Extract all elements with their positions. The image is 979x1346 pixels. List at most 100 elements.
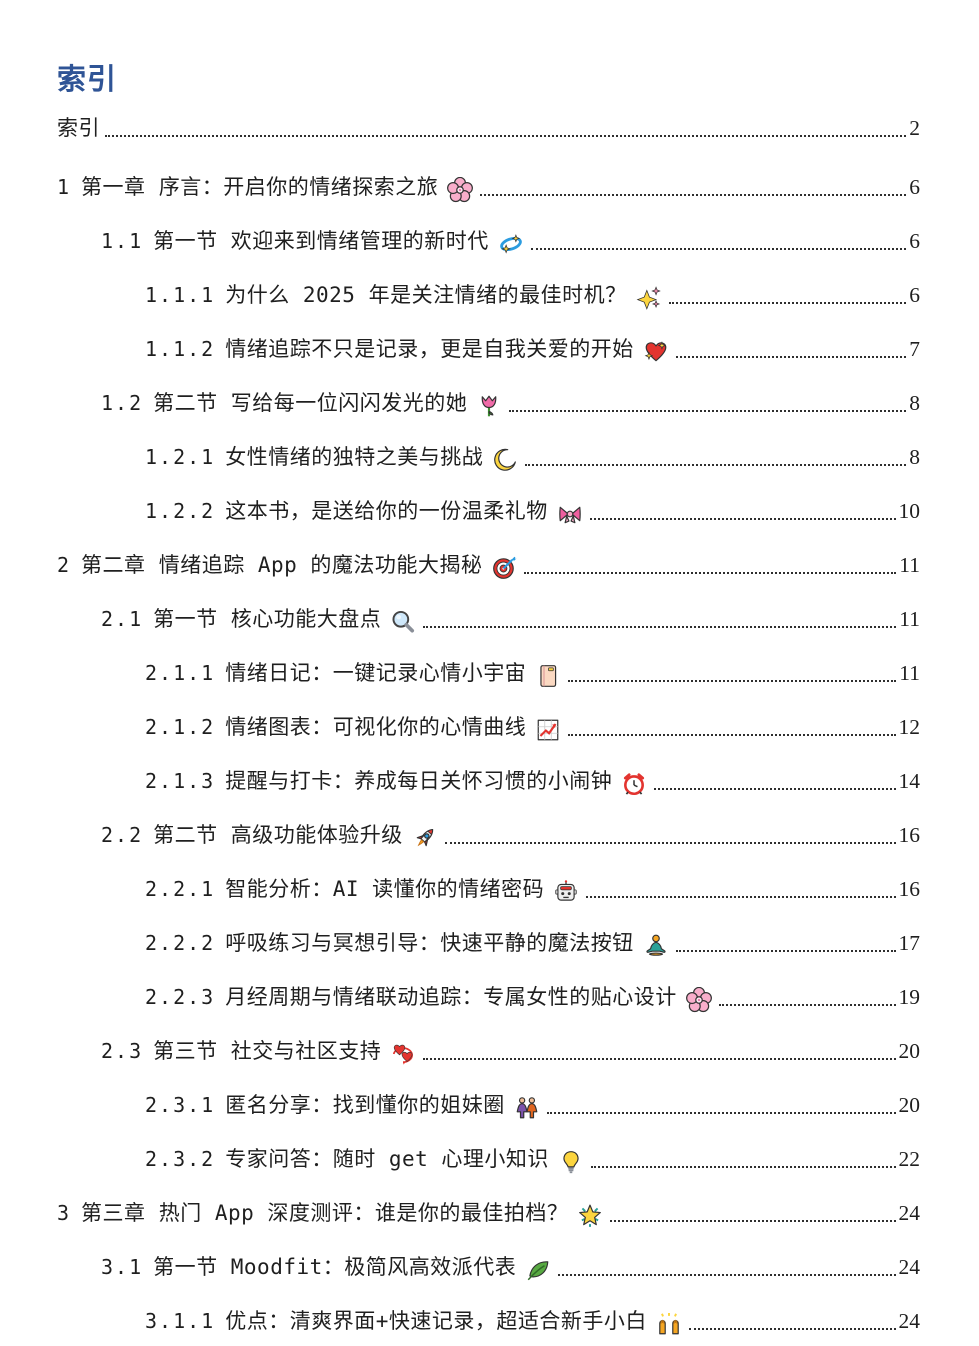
- entry-number: 2.1.1: [145, 661, 216, 685]
- entry-page-number: 11: [899, 607, 920, 631]
- entry-label: 提醒与打卡：养成每日关怀习惯的小闹钟: [225, 769, 613, 793]
- toc-entry[interactable]: 2 第二章 情绪追踪 App 的魔法功能大揭秘 11: [57, 551, 920, 580]
- light-bulb-icon: [558, 1149, 584, 1175]
- entry-number: 2.2.2: [145, 931, 216, 955]
- rocket-icon: [412, 825, 438, 851]
- chart-increasing-icon: [535, 717, 561, 743]
- entry-number: 2: [57, 553, 72, 577]
- entry-page-number: 6: [909, 175, 920, 199]
- entry-page-number: 11: [899, 553, 920, 577]
- entry-number: 2.1.2: [145, 715, 216, 739]
- toc-entry[interactable]: 1.1.2 情绪追踪不只是记录，更是自我关爱的开始 7: [57, 335, 920, 364]
- dot-leader: [444, 842, 896, 844]
- toc-entry[interactable]: 2.1 第一节 核心功能大盘点 11: [57, 605, 920, 634]
- dot-leader: [568, 734, 896, 736]
- alarm-clock-icon: [621, 771, 647, 797]
- toc-entry[interactable]: 2.1.1 情绪日记：一键记录心情小宇宙 11: [57, 659, 920, 688]
- toc-entry[interactable]: 1.2 第二节 写给每一位闪闪发光的她 8: [57, 389, 920, 418]
- toc-entry[interactable]: 3 第三章 热门 App 深度测评：谁是你的最佳拍档？ 24: [57, 1199, 920, 1228]
- toc-entry[interactable]: 2.2 第二节 高级功能体验升级 16: [57, 821, 920, 850]
- entry-label: 第一节 核心功能大盘点: [153, 607, 382, 631]
- entry-number: 2.1.3: [145, 769, 216, 793]
- entry-label: 索引: [57, 116, 100, 140]
- entry-page-number: 6: [909, 283, 920, 307]
- magnifier-icon: [390, 609, 416, 635]
- toc-entry[interactable]: 1 第一章 序言：开启你的情绪探索之旅 6: [57, 173, 920, 202]
- entry-number: 2.3: [101, 1039, 144, 1063]
- entry-label: 第三章 热门 App 深度测评：谁是你的最佳拍档？: [81, 1201, 569, 1225]
- toc-entry[interactable]: 2.2.1 智能分析：AI 读懂你的情绪密码 16: [57, 875, 920, 904]
- entry-page-number: 16: [898, 823, 921, 847]
- toc-entry[interactable]: 1.1 第一节 欢迎来到情绪管理的新时代 6: [57, 227, 920, 256]
- entry-number: 3: [57, 1201, 72, 1225]
- entry-label: 女性情绪的独特之美与挑战: [225, 445, 484, 469]
- toc-entry[interactable]: 2.1.2 情绪图表：可视化你的心情曲线 12: [57, 713, 920, 742]
- toc-entry[interactable]: 1.2.1 女性情绪的独特之美与挑战 8: [57, 443, 920, 472]
- dot-leader: [590, 1166, 896, 1168]
- entry-label: 情绪追踪不只是记录，更是自我关爱的开始: [225, 337, 634, 361]
- entry-label: 第三节 社交与社区支持: [153, 1039, 382, 1063]
- dot-leader: [688, 1328, 896, 1330]
- entry-page-number: 8: [909, 391, 920, 415]
- dot-leader: [480, 194, 907, 196]
- entry-number: 2.2.1: [145, 877, 216, 901]
- toc-entry[interactable]: 3.1.1 优点：清爽界面+快速记录，超适合新手小白 24: [57, 1307, 920, 1336]
- entry-label: 呼吸练习与冥想引导：快速平静的魔法按钮: [225, 931, 634, 955]
- entry-number: 3.1.1: [145, 1309, 216, 1333]
- dot-leader: [423, 1058, 896, 1060]
- entry-label: 为什么 2025 年是关注情绪的最佳时机？: [225, 283, 627, 307]
- cherry-blossom-icon: [685, 986, 712, 1013]
- entry-number: 1.1: [101, 229, 144, 253]
- toc-entry[interactable]: 3.1 第一节 Moodfit：极简风高效派代表 24: [57, 1253, 920, 1282]
- entry-page-number: 10: [898, 499, 921, 523]
- entry-label: 智能分析：AI 读懂你的情绪密码: [225, 877, 545, 901]
- entry-page-number: 24: [898, 1201, 921, 1225]
- dot-leader: [675, 356, 907, 358]
- entry-label: 月经周期与情绪联动追踪：专属女性的贴心设计: [225, 985, 677, 1009]
- toc-entry[interactable]: 2.3 第三节 社交与社区支持 20: [57, 1037, 920, 1066]
- entry-label: 情绪图表：可视化你的心情曲线: [225, 715, 527, 739]
- entry-page-number: 22: [898, 1147, 921, 1171]
- robot-icon: [553, 879, 579, 905]
- entry-page-number: 16: [898, 877, 921, 901]
- crescent-moon-icon: [492, 447, 518, 473]
- dot-leader: [610, 1220, 896, 1222]
- dot-leader: [568, 680, 897, 682]
- entry-label: 情绪日记：一键记录心情小宇宙: [225, 661, 527, 685]
- revolving-hearts-icon: [390, 1041, 416, 1067]
- dot-leader: [105, 135, 907, 137]
- toc-entry[interactable]: 1.2.2 这本书，是送给你的一份温柔礼物 10: [57, 497, 920, 526]
- entry-label: 第二章 情绪追踪 App 的魔法功能大揭秘: [81, 553, 483, 577]
- entry-label: 第一节 Moodfit：极简风高效派代表: [153, 1255, 517, 1279]
- tulip-icon: [476, 393, 502, 419]
- dot-leader: [586, 896, 896, 898]
- raising-hands-icon: [656, 1311, 682, 1337]
- toc-entry[interactable]: 2.3.2 专家问答：随时 get 心理小知识 22: [57, 1145, 920, 1174]
- dart-target-icon: [491, 555, 517, 581]
- entry-page-number: 24: [898, 1255, 921, 1279]
- toc-entry[interactable]: 2.2.3 月经周期与情绪联动追踪：专属女性的贴心设计 19: [57, 983, 920, 1012]
- entry-number: 1.2: [101, 391, 144, 415]
- entry-number: 2.3.1: [145, 1093, 216, 1117]
- leaf-icon: [525, 1257, 551, 1283]
- toc-entry[interactable]: 2.1.3 提醒与打卡：养成每日关怀习惯的小闹钟 14: [57, 767, 920, 796]
- entry-number: 1: [57, 175, 72, 199]
- two-women-icon: [514, 1095, 540, 1121]
- dot-leader: [525, 464, 907, 466]
- entry-page-number: 24: [898, 1309, 921, 1333]
- dot-leader: [530, 248, 907, 250]
- notebook-icon: [535, 663, 561, 689]
- entry-number: 2.2.3: [145, 985, 216, 1009]
- entry-page-number: 14: [898, 769, 921, 793]
- dot-leader: [589, 518, 896, 520]
- dot-leader: [668, 302, 907, 304]
- entry-page-number: 2: [909, 116, 920, 140]
- toc-entry[interactable]: 索引 2: [57, 114, 920, 143]
- toc-entry[interactable]: 1.1.1 为什么 2025 年是关注情绪的最佳时机？ 6: [57, 281, 920, 310]
- entry-page-number: 17: [898, 931, 921, 955]
- dot-leader: [675, 950, 896, 952]
- toc-entry[interactable]: 2.2.2 呼吸练习与冥想引导：快速平静的魔法按钮 17: [57, 929, 920, 958]
- toc-entry[interactable]: 2.3.1 匿名分享：找到懂你的姐妹圈 20: [57, 1091, 920, 1120]
- meditation-icon: [643, 933, 669, 959]
